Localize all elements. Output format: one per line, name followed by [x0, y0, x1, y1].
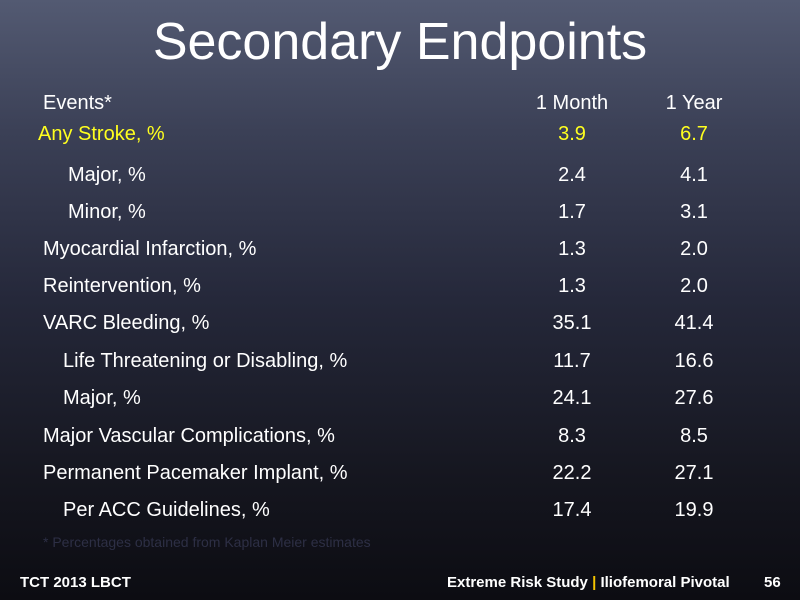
row-label: Major, %	[68, 164, 146, 186]
table-row: Major, % 24.1 27.6	[0, 383, 800, 413]
one-month-value: 17.4	[552, 499, 592, 521]
row-label: Permanent Pacemaker Implant, %	[43, 462, 348, 484]
one-year-value: 3.1	[680, 201, 708, 223]
row-label: Any Stroke, %	[38, 123, 165, 145]
events-column-header: Events*	[43, 92, 112, 114]
footer-study: Extreme Risk Study | Iliofemoral Pivotal	[447, 574, 730, 591]
table-row: Reintervention, % 1.3 2.0	[0, 271, 800, 301]
footer-study-arm: Iliofemoral Pivotal	[600, 574, 730, 591]
one-year-value: 27.1	[674, 462, 714, 484]
one-month-value: 35.1	[552, 312, 592, 334]
footnote: * Percentages obtained from Kaplan Meier…	[43, 534, 371, 550]
table-header-row: Events* 1 Month 1 Year	[0, 88, 800, 118]
one-month-value: 24.1	[552, 387, 592, 409]
one-year-value: 2.0	[680, 238, 708, 260]
one-year-value: 6.7	[680, 123, 708, 145]
table-row: Permanent Pacemaker Implant, % 22.2 27.1	[0, 458, 800, 488]
one-year-value: 2.0	[680, 275, 708, 297]
one-year-value: 4.1	[680, 164, 708, 186]
one-month-column-header: 1 Month	[535, 92, 609, 114]
one-year-value: 19.9	[674, 499, 714, 521]
one-month-value: 1.7	[558, 201, 586, 223]
one-month-value: 1.3	[558, 275, 586, 297]
table-row: Any Stroke, % 3.9 6.7	[0, 119, 800, 149]
one-year-column-header: 1 Year	[665, 92, 723, 114]
row-label: Major Vascular Complications, %	[43, 425, 335, 447]
page-number: 56	[764, 574, 781, 591]
footer-separator: |	[592, 574, 597, 591]
one-year-value: 8.5	[680, 425, 708, 447]
one-year-value: 41.4	[674, 312, 714, 334]
table-row: Life Threatening or Disabling, % 11.7 16…	[0, 346, 800, 376]
table-row: VARC Bleeding, % 35.1 41.4	[0, 308, 800, 338]
table-row: Major, % 2.4 4.1	[0, 160, 800, 190]
row-label: Minor, %	[68, 201, 146, 223]
slide-title: Secondary Endpoints	[152, 13, 648, 71]
row-label: Reintervention, %	[43, 275, 201, 297]
row-label: VARC Bleeding, %	[43, 312, 210, 334]
one-year-value: 27.6	[674, 387, 714, 409]
footer-study-name: Extreme Risk Study	[447, 574, 588, 591]
one-month-value: 2.4	[558, 164, 586, 186]
one-year-value: 16.6	[674, 350, 714, 372]
table-row: Major Vascular Complications, % 8.3 8.5	[0, 421, 800, 451]
footer-conference: TCT 2013 LBCT	[20, 574, 131, 591]
table-row: Myocardial Infarction, % 1.3 2.0	[0, 234, 800, 264]
one-month-value: 11.7	[553, 350, 591, 372]
row-label: Per ACC Guidelines, %	[63, 499, 270, 521]
row-label: Major, %	[63, 387, 141, 409]
one-month-value: 1.3	[558, 238, 586, 260]
one-month-value: 3.9	[558, 123, 586, 145]
table-row: Minor, % 1.7 3.1	[0, 197, 800, 227]
one-month-value: 8.3	[558, 425, 586, 447]
row-label: Life Threatening or Disabling, %	[63, 350, 348, 372]
table-row: Per ACC Guidelines, % 17.4 19.9	[0, 495, 800, 525]
one-month-value: 22.2	[552, 462, 592, 484]
row-label: Myocardial Infarction, %	[43, 238, 257, 260]
